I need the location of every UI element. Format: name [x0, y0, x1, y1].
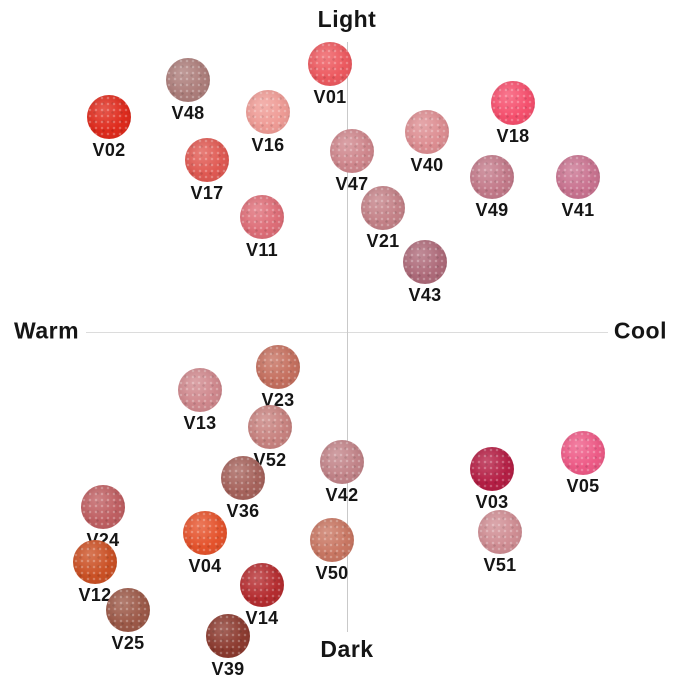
swatch-v11: V11 — [240, 195, 284, 260]
swatch-label-v36: V36 — [226, 501, 260, 521]
swatch-v25: V25 — [106, 588, 150, 653]
swatch-label-v14: V14 — [245, 608, 279, 628]
swatch-label-v12: V12 — [78, 585, 112, 605]
swatch-label-v21: V21 — [366, 231, 400, 251]
swatch-v49: V49 — [470, 155, 514, 220]
swatch-label-v39: V39 — [211, 659, 245, 679]
swatch-label-v13: V13 — [183, 413, 217, 433]
swatch-label-v40: V40 — [410, 155, 444, 175]
swatch-label-v02: V02 — [92, 140, 126, 160]
swatch-v39: V39 — [206, 614, 250, 679]
axis-label-light: Light — [317, 6, 377, 32]
swatch-label-v49: V49 — [475, 200, 509, 220]
swatch-label-v01: V01 — [313, 87, 347, 107]
swatch-label-v48: V48 — [171, 103, 205, 123]
swatch-v50: V50 — [310, 518, 354, 583]
swatch-v17: V17 — [185, 138, 229, 203]
swatch-v43: V43 — [403, 240, 447, 305]
swatch-label-v17: V17 — [190, 183, 224, 203]
swatch-v52: V52 — [248, 405, 292, 470]
swatch-v40: V40 — [405, 110, 449, 175]
swatch-v23: V23 — [256, 345, 300, 410]
swatch-label-v41: V41 — [561, 200, 595, 220]
swatch-v24: V24 — [81, 485, 125, 550]
swatch-v14: V14 — [240, 563, 284, 628]
swatch-v16: V16 — [246, 90, 290, 155]
swatch-label-v43: V43 — [408, 285, 442, 305]
swatch-label-v05: V05 — [566, 476, 600, 496]
swatch-label-v03: V03 — [475, 492, 509, 512]
swatch-label-v18: V18 — [496, 126, 530, 146]
swatch-v36: V36 — [221, 456, 265, 521]
swatch-v01: V01 — [308, 42, 352, 107]
swatch-v05: V05 — [561, 431, 605, 496]
swatch-label-v04: V04 — [188, 556, 222, 576]
swatch-label-v42: V42 — [325, 485, 359, 505]
swatch-v48: V48 — [166, 58, 210, 123]
swatch-v04: V04 — [183, 511, 227, 576]
swatch-label-v52: V52 — [253, 450, 287, 470]
axis-label-warm: Warm — [14, 317, 80, 344]
swatch-v51: V51 — [478, 510, 522, 575]
axis-label-cool: Cool — [613, 317, 667, 344]
swatch-v12: V12 — [73, 540, 117, 605]
axis-label-dark: Dark — [320, 636, 374, 662]
swatch-v13: V13 — [178, 368, 222, 433]
swatch-label-v11: V11 — [246, 240, 278, 260]
swatch-v47: V47 — [330, 129, 374, 194]
swatch-v41: V41 — [556, 155, 600, 220]
swatch-v18: V18 — [491, 81, 535, 146]
swatch-v02: V02 — [87, 95, 131, 160]
swatch-label-v51: V51 — [483, 555, 517, 575]
swatch-label-v47: V47 — [335, 174, 369, 194]
swatch-v21: V21 — [361, 186, 405, 251]
swatch-label-v25: V25 — [111, 633, 145, 653]
swatch-v03: V03 — [470, 447, 514, 512]
swatch-label-v16: V16 — [251, 135, 285, 155]
swatch-label-v50: V50 — [315, 563, 349, 583]
swatch-v42: V42 — [320, 440, 364, 505]
vertical-axis-line — [347, 42, 348, 632]
